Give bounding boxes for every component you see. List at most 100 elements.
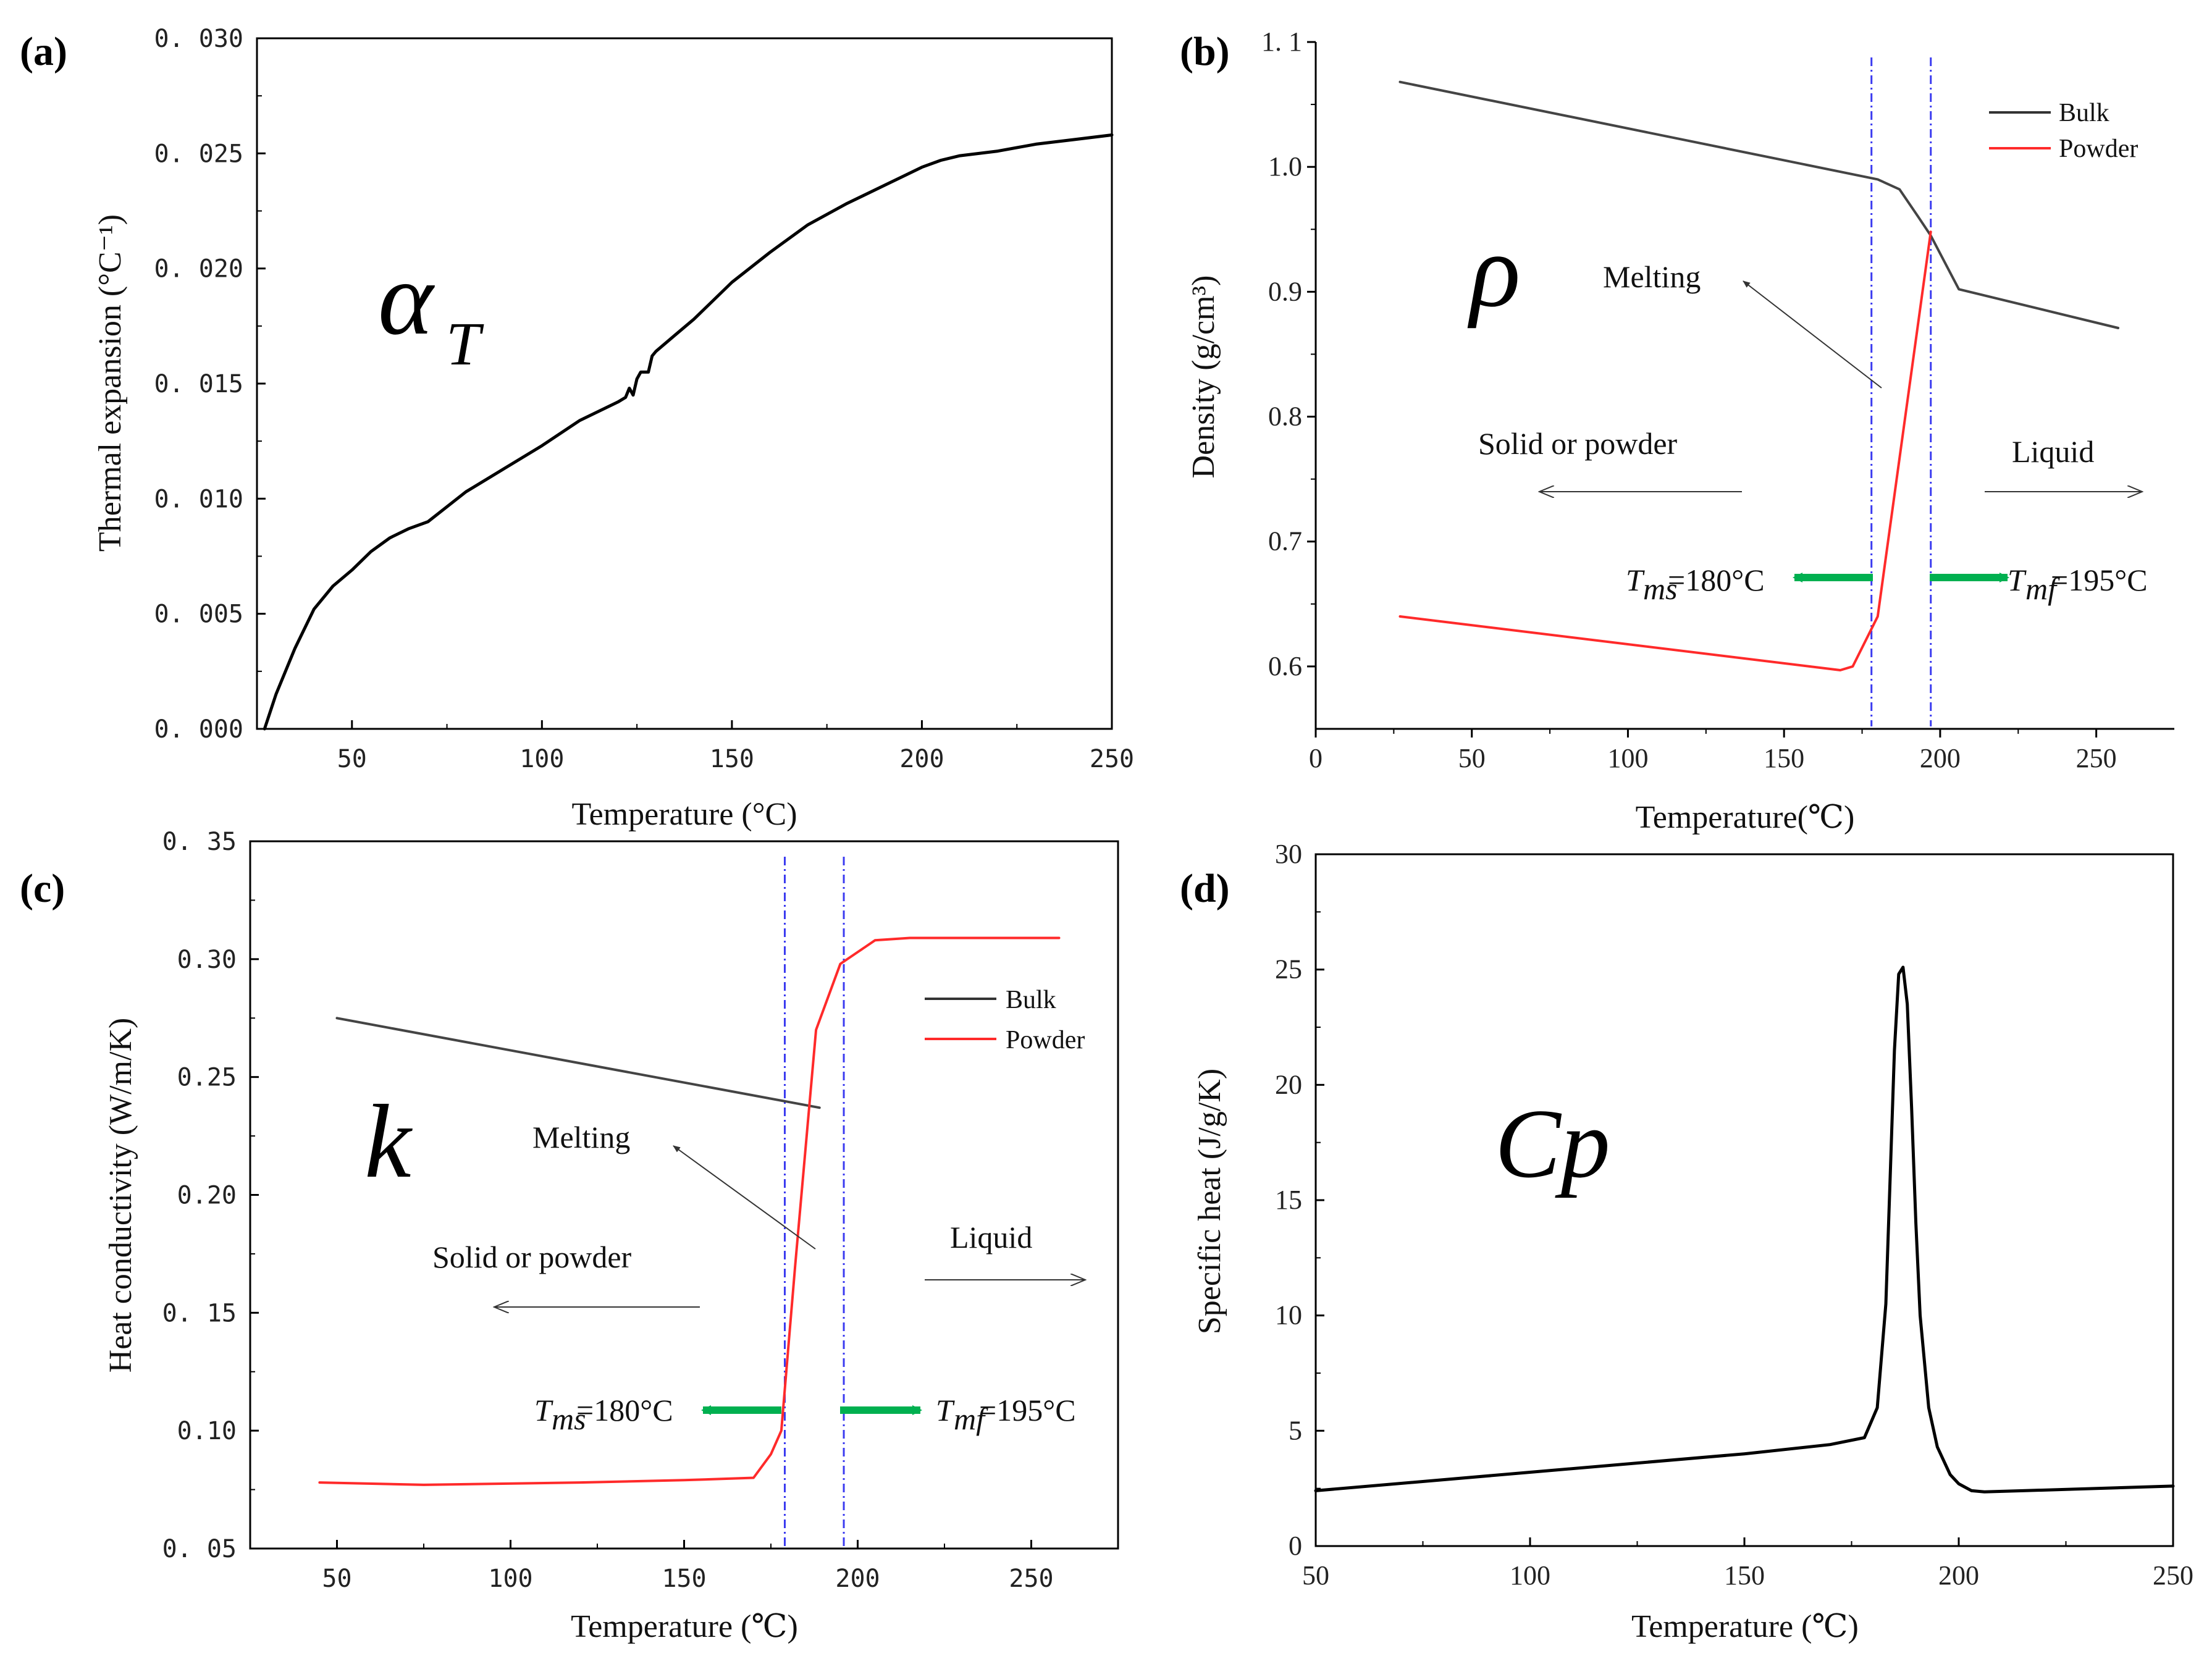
legend-c: Bulk Powder bbox=[925, 986, 1085, 1054]
x-tick-label-b: 50 bbox=[1458, 743, 1486, 773]
panel-b: (b) 0 50 100 150 200 250 0.6 0.7 0.8 0.9 1.0 1. 1 T… bbox=[1180, 27, 2174, 835]
tmf-symbol-c: T bbox=[936, 1393, 955, 1427]
y-tick-label-d: 15 bbox=[1275, 1185, 1302, 1215]
y-tick-label-c: 0.20 bbox=[177, 1182, 237, 1210]
legend-label-bulk-c: Bulk bbox=[1006, 986, 1056, 1014]
x-tick-label-d: 250 bbox=[2153, 1560, 2193, 1591]
y-tick-label-d: 25 bbox=[1275, 954, 1302, 985]
y-tick-label-c: 0.10 bbox=[177, 1417, 237, 1445]
y-tick-label-a: 0. 015 bbox=[154, 370, 244, 398]
y-tick-label-d: 5 bbox=[1289, 1415, 1302, 1445]
x-tick-label-a: 50 bbox=[337, 745, 367, 773]
liquid-label-b: Liquid bbox=[2012, 434, 2094, 469]
tms-label-b: T ms =180°C bbox=[1626, 563, 1765, 606]
melting-label-c: Melting bbox=[532, 1120, 630, 1154]
x-tick-label-c: 150 bbox=[662, 1565, 706, 1593]
x-tick-label-a: 200 bbox=[899, 745, 944, 773]
y-tick-label-c: 0.25 bbox=[177, 1064, 237, 1092]
y-axis-title-b: Density (g/cm³) bbox=[1186, 275, 1221, 479]
x-tick-label-a: 250 bbox=[1090, 745, 1134, 773]
y-tick-label-d: 30 bbox=[1275, 839, 1302, 869]
axes-b: 0 50 100 150 200 250 0.6 0.7 0.8 0.9 1.0 1. 1 bbox=[1261, 27, 2117, 773]
series-line-a-alpha bbox=[263, 133, 1114, 731]
series-line-b-bulk bbox=[1398, 80, 2119, 329]
y-tick-label-a: 0. 025 bbox=[154, 140, 244, 168]
liquid-label-c: Liquid bbox=[950, 1220, 1032, 1255]
alpha-symbol: α bbox=[378, 240, 435, 356]
y-tick-label-b: 1. 1 bbox=[1261, 27, 1302, 57]
tmf-label-c: T mf =195°C bbox=[936, 1393, 1076, 1436]
solid-label-b: Solid or powder bbox=[1478, 426, 1678, 461]
y-tick-label-a: 0. 010 bbox=[154, 485, 244, 513]
tmf-label-b: T mf =195°C bbox=[2008, 563, 2148, 606]
y-tick-label-c: 0. 35 bbox=[162, 828, 237, 856]
tms-symbol-b: T bbox=[1626, 563, 1645, 597]
melting-guides-c bbox=[783, 857, 845, 1546]
series-line-c-bulk bbox=[335, 1017, 821, 1109]
tms-value-c: =180°C bbox=[576, 1393, 673, 1427]
melting-label-b: Melting bbox=[1603, 259, 1701, 294]
x-axis-title-c: Temperature (℃) bbox=[571, 1609, 798, 1644]
x-tick-label-d: 150 bbox=[1724, 1560, 1765, 1591]
x-tick-label-c: 50 bbox=[322, 1565, 351, 1593]
x-axis-title-b: Temperature(℃) bbox=[1636, 800, 1855, 835]
series-group-d bbox=[1314, 965, 2175, 1494]
y-tick-label-a: 0. 020 bbox=[154, 255, 244, 284]
y-axis-title-a: Thermal expansion (°C⁻¹) bbox=[93, 214, 128, 552]
x-tick-label-a: 100 bbox=[519, 745, 564, 773]
y-axis-title-d: Specific heat (J/g/K) bbox=[1192, 1069, 1227, 1334]
tmf-value-b: =195°C bbox=[2051, 563, 2148, 597]
x-tick-label-d: 50 bbox=[1302, 1560, 1329, 1591]
tms-value-b: =180°C bbox=[1668, 563, 1765, 597]
y-tick-label-d: 10 bbox=[1275, 1300, 1302, 1330]
series-line-d-cp bbox=[1314, 965, 2175, 1494]
legend-label-bulk-b: Bulk bbox=[2059, 99, 2109, 127]
tmf-subscript-b: mf bbox=[2025, 571, 2060, 606]
x-tick-label-a: 150 bbox=[710, 745, 754, 773]
y-tick-label-a: 0. 000 bbox=[154, 715, 244, 744]
axes-c: 50 100 150 200 250 0. 05 0.10 0. 15 0.20 0.25 0.30… bbox=[162, 828, 1054, 1593]
y-tick-label-c: 0.30 bbox=[177, 946, 237, 974]
plot-frame-a bbox=[256, 37, 1113, 730]
legend-label-powder-b: Powder bbox=[2059, 135, 2138, 163]
y-tick-label-b: 0.6 bbox=[1268, 651, 1302, 681]
x-tick-label-d: 200 bbox=[1938, 1560, 1979, 1591]
x-tick-label-b: 100 bbox=[1607, 743, 1648, 773]
melting-arrow-b bbox=[1743, 280, 1882, 389]
k-symbol: k bbox=[364, 1083, 413, 1200]
tmf-subscript-c: mf bbox=[954, 1402, 988, 1436]
panel-label-a: (a) bbox=[20, 29, 67, 74]
panel-label-b: (b) bbox=[1180, 29, 1230, 74]
tms-subscript-c: ms bbox=[552, 1402, 586, 1436]
series-group-c bbox=[318, 936, 1061, 1486]
y-tick-label-a: 0. 030 bbox=[154, 25, 244, 53]
y-tick-label-b: 0.8 bbox=[1268, 401, 1302, 432]
legend-b: Bulk Powder bbox=[1989, 99, 2138, 163]
x-tick-label-b: 250 bbox=[2076, 743, 2117, 773]
series-line-c-powder bbox=[318, 936, 1061, 1486]
melting-guides-b bbox=[1870, 57, 1932, 726]
x-axis-title-a: Temperature (°C) bbox=[571, 797, 797, 832]
plot-frame-d bbox=[1314, 853, 2174, 1547]
panel-a: (a) 50 100 150 200 250 0. 000 0. 005 0. 010 0. 0… bbox=[20, 25, 1134, 832]
panel-label-c: (c) bbox=[20, 866, 65, 911]
y-tick-label-c: 0. 15 bbox=[162, 1299, 237, 1327]
y-tick-label-d: 20 bbox=[1275, 1069, 1302, 1099]
solid-label-c: Solid or powder bbox=[432, 1240, 632, 1274]
x-tick-label-c: 250 bbox=[1009, 1565, 1053, 1593]
axes-a: 50 100 150 200 250 0. 000 0. 005 0. 010 0. 015 0.… bbox=[154, 25, 1135, 773]
x-tick-label-c: 200 bbox=[835, 1565, 880, 1593]
tms-symbol-c: T bbox=[534, 1393, 553, 1427]
x-axis-title-d: Temperature (℃) bbox=[1631, 1609, 1859, 1644]
x-tick-label-b: 150 bbox=[1764, 743, 1804, 773]
axes-d: 50 100 150 200 250 0 5 10 15 20 25 30 bbox=[1275, 839, 2193, 1591]
y-tick-label-a: 0. 005 bbox=[154, 600, 244, 629]
y-axis-title-c: Heat conductivity (W/m/K) bbox=[103, 1018, 138, 1373]
x-tick-label-c: 100 bbox=[488, 1565, 532, 1593]
y-tick-label-d: 0 bbox=[1289, 1531, 1302, 1561]
rho-symbol: ρ bbox=[1467, 212, 1521, 329]
series-group-b bbox=[1398, 80, 2119, 671]
panel-c: (c) 50 100 150 200 250 0. 05 0.10 0. 15 0.20 0.25… bbox=[20, 828, 1119, 1644]
cp-symbol: Cp bbox=[1495, 1088, 1610, 1198]
